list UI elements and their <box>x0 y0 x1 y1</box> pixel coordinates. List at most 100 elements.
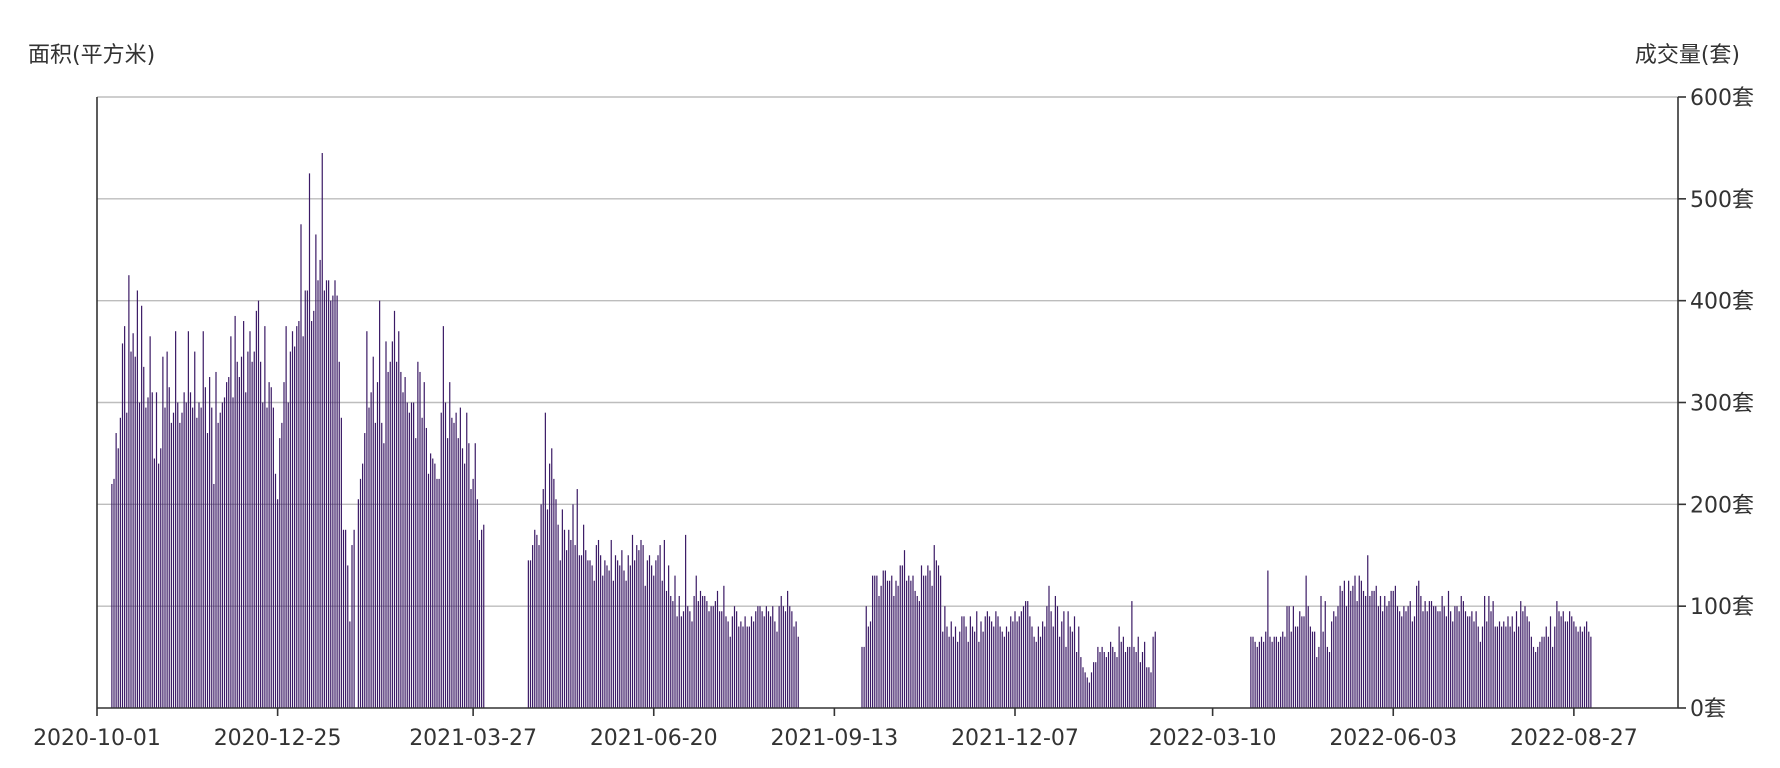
bar <box>954 626 957 708</box>
bar <box>1254 641 1256 708</box>
bar <box>1552 646 1554 708</box>
bar <box>332 295 334 708</box>
bar <box>1496 626 1498 708</box>
bar <box>693 595 695 708</box>
bar <box>334 280 336 708</box>
bar <box>1035 641 1037 708</box>
bar <box>583 524 585 708</box>
bar <box>147 397 149 708</box>
bar <box>1112 646 1114 708</box>
bar <box>421 417 423 708</box>
bar <box>362 463 364 708</box>
bar <box>1292 606 1294 708</box>
bar <box>1116 657 1118 708</box>
bar <box>689 611 691 708</box>
bar <box>1118 626 1120 708</box>
bar <box>1250 636 1252 708</box>
bar <box>653 575 655 708</box>
bar <box>1299 611 1301 708</box>
bar <box>317 280 319 708</box>
bar <box>432 458 434 708</box>
bar <box>634 560 636 708</box>
bar <box>578 555 580 708</box>
bar <box>1390 590 1392 708</box>
bar <box>298 321 300 708</box>
bar <box>903 550 906 708</box>
bar <box>338 361 340 708</box>
bar <box>757 606 759 708</box>
bar <box>1099 651 1101 708</box>
x-tick-label: 2020-10-01 <box>33 726 161 751</box>
bar <box>1367 555 1369 708</box>
bar <box>1063 611 1065 708</box>
bar <box>177 402 179 708</box>
bar <box>1090 672 1093 708</box>
bar <box>767 611 770 708</box>
bar <box>427 473 430 708</box>
bar <box>168 387 170 708</box>
bar <box>1114 651 1116 708</box>
bar <box>194 351 196 708</box>
bar <box>134 356 136 708</box>
bar <box>255 310 257 708</box>
x-tick-label: 2020-12-25 <box>214 726 342 751</box>
bar <box>702 595 704 708</box>
bar <box>1305 575 1307 708</box>
bar <box>1562 611 1564 708</box>
bar <box>967 641 969 708</box>
bar <box>640 539 642 708</box>
bar <box>570 539 572 708</box>
bar <box>1105 657 1107 708</box>
bar <box>1316 657 1318 708</box>
bar <box>778 606 780 708</box>
bar <box>923 575 925 708</box>
bar <box>1560 616 1562 708</box>
bar <box>200 407 202 708</box>
bar <box>957 641 959 708</box>
bar <box>1360 580 1362 708</box>
bar <box>234 315 236 708</box>
bar <box>908 575 910 708</box>
bar <box>1418 580 1420 708</box>
bar <box>651 565 653 708</box>
bar <box>980 621 982 708</box>
bar <box>215 371 217 708</box>
bar <box>638 550 640 708</box>
bar <box>714 601 716 708</box>
bar <box>750 616 753 708</box>
bar <box>189 392 192 708</box>
bar <box>589 560 591 708</box>
bar <box>379 300 381 708</box>
bar <box>780 595 782 708</box>
bar <box>1541 636 1543 708</box>
bar <box>1441 595 1443 708</box>
bar <box>172 412 175 708</box>
bar <box>347 565 349 708</box>
bar <box>213 483 215 708</box>
bar <box>712 606 714 708</box>
bar <box>920 565 923 708</box>
bar <box>986 611 988 708</box>
bar <box>540 504 542 708</box>
bar <box>328 280 330 708</box>
bar <box>1460 595 1462 708</box>
bar <box>1492 601 1494 708</box>
bar <box>532 545 534 708</box>
bar <box>557 524 559 708</box>
bar <box>130 351 132 708</box>
bar <box>763 616 765 708</box>
bar <box>438 478 440 709</box>
bar <box>1530 636 1532 708</box>
y-tick-labels: 0套 100套 200套 300套 400套 500套 600套 <box>1690 86 1754 722</box>
bar <box>158 463 160 708</box>
bar <box>1490 611 1492 708</box>
bar <box>311 321 313 708</box>
bar <box>1012 621 1014 708</box>
bar <box>729 636 731 708</box>
bar <box>181 412 183 708</box>
bar <box>897 585 899 708</box>
bar <box>1127 646 1129 708</box>
bar <box>580 555 583 708</box>
bar <box>1379 595 1382 708</box>
bar <box>1422 611 1424 708</box>
